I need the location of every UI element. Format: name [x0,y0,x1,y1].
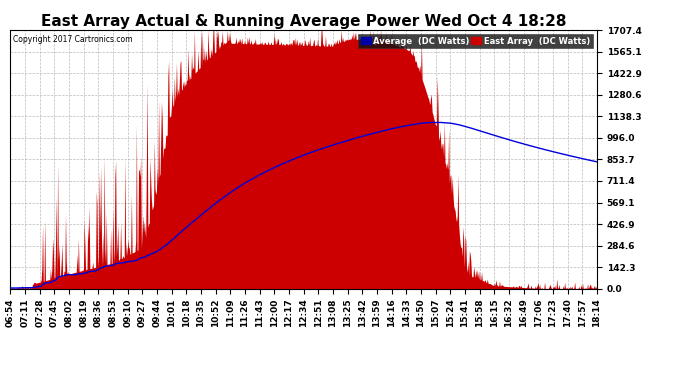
Text: Copyright 2017 Cartronics.com: Copyright 2017 Cartronics.com [13,35,132,44]
Title: East Array Actual & Running Average Power Wed Oct 4 18:28: East Array Actual & Running Average Powe… [41,14,566,29]
Legend: Average  (DC Watts), East Array  (DC Watts): Average (DC Watts), East Array (DC Watts… [358,34,593,48]
